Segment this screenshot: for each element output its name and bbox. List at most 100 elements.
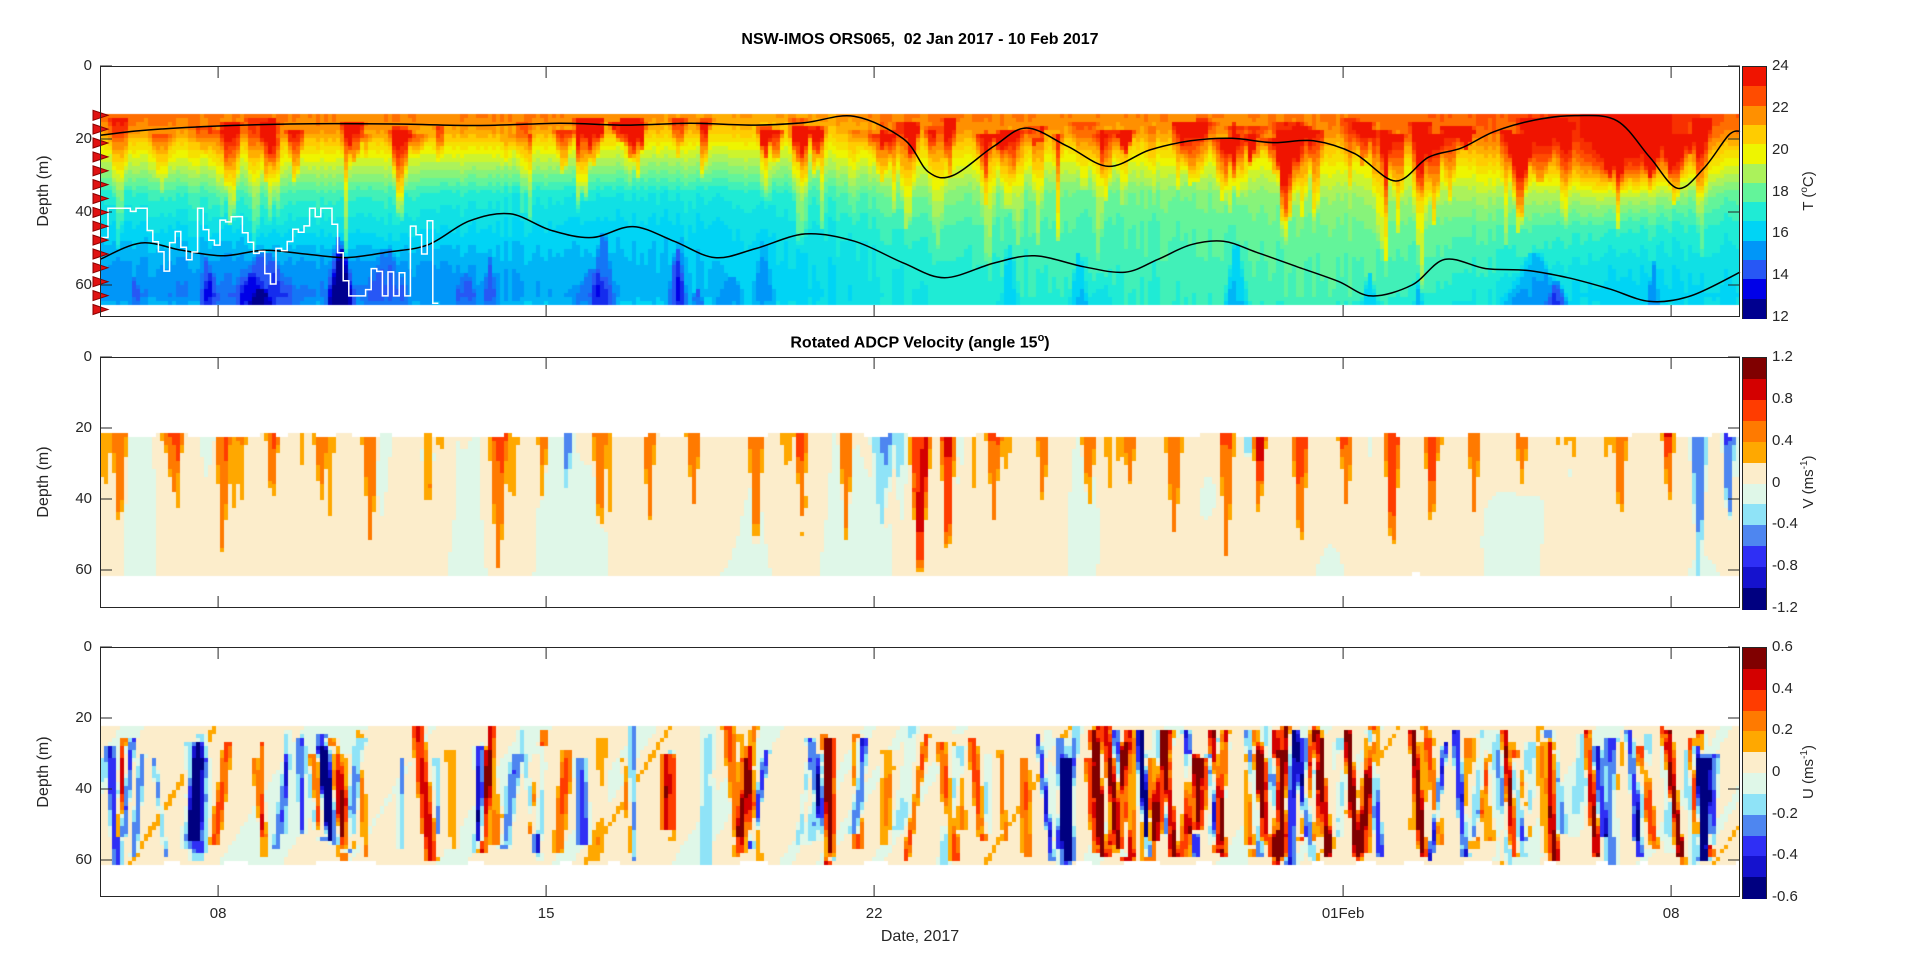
colorbar-segment <box>1743 202 1766 223</box>
colorbar-segment <box>1743 483 1766 506</box>
colorbar-segment <box>1743 648 1766 670</box>
u-velocity-heatmap <box>100 647 1740 897</box>
colorbar-tick-label: 0.6 <box>1772 638 1793 655</box>
sensor-depth-marker <box>92 289 110 302</box>
sensor-depth-marker <box>92 151 110 163</box>
colorbar-segment <box>1743 163 1766 184</box>
y-tick-label: 40 <box>75 780 92 797</box>
temperature-heatmap <box>100 66 1740 317</box>
colorbar-segment <box>1743 260 1766 280</box>
colorbar-tick-label: 12 <box>1772 308 1789 325</box>
sensor-depth-marker <box>92 206 110 219</box>
x-tick-label: 01Feb <box>1321 905 1365 922</box>
colorbar-segment <box>1743 689 1766 712</box>
plot2-title: Rotated ADCP Velocity (angle 15o) <box>100 332 1740 352</box>
sensor-depth-marker <box>92 262 110 274</box>
plot2-title-text: Rotated ADCP Velocity (angle 15 <box>790 334 1038 352</box>
plot1-title: NSW-IMOS ORS065, 02 Jan 2017 - 10 Feb 20… <box>741 31 1099 48</box>
u-velocity-panel <box>100 646 1740 897</box>
colorbar-tick-label: 18 <box>1772 182 1789 200</box>
colorbar-tick-label: 0.2 <box>1772 721 1793 739</box>
colorbar-segment <box>1743 793 1766 816</box>
colorbar-tick-label: 22 <box>1772 98 1789 116</box>
y-tick-label: 20 <box>75 709 92 726</box>
sensor-depth-marker <box>92 192 110 205</box>
colorbar-tick-label: -1.2 <box>1772 599 1798 616</box>
temperature-overlay <box>92 65 1741 317</box>
v-velocity-panel <box>100 356 1740 608</box>
colorbar-segment <box>1743 399 1766 422</box>
temperature-panel <box>92 65 1741 317</box>
colorbar-tick-label: -0.4 <box>1772 515 1798 533</box>
sensor-depth-marker <box>92 178 110 191</box>
y-tick-label: 20 <box>75 419 92 436</box>
colorbar-segment <box>1743 567 1766 589</box>
colorbar-tick-label: 16 <box>1772 224 1789 242</box>
colorbar-tick-label: 24 <box>1772 57 1789 74</box>
colorbar-segment <box>1743 877 1766 899</box>
y-tick-label: 0 <box>83 638 92 655</box>
colorbar-tick-label: 0.4 <box>1772 431 1793 449</box>
colorbar-segment <box>1743 67 1766 87</box>
colorbar-segment <box>1743 773 1766 795</box>
colorbar-segment <box>1743 279 1766 300</box>
colorbar-segment <box>1743 835 1766 857</box>
y-tick-label: 60 <box>75 851 92 868</box>
x-tick-label: 15 <box>537 905 555 922</box>
colorbar-segment <box>1743 298 1766 319</box>
colorbar-segment <box>1743 752 1766 774</box>
sensor-depth-marker <box>92 234 110 246</box>
colorbar-segment <box>1743 441 1766 464</box>
colorbar-segment <box>1743 105 1766 126</box>
sensor-depth-marker <box>92 220 110 232</box>
y-tick-label: 60 <box>75 276 92 293</box>
colorbar-segment <box>1743 358 1766 380</box>
colorbar-segment <box>1743 86 1766 107</box>
x-tick-label: 08 <box>1662 905 1680 922</box>
temperature-colorbar <box>1742 66 1767 319</box>
colorbar-tick-label: -0.8 <box>1772 557 1798 575</box>
u-velocity-overlay <box>100 646 1740 897</box>
x-axis-label: Date, 2017 <box>880 928 960 945</box>
colorbar-segment <box>1743 182 1766 203</box>
colorbar-tick-label: -0.6 <box>1772 888 1798 905</box>
y-tick-label: 60 <box>75 561 92 578</box>
white-sensor-line <box>101 207 439 305</box>
colorbar-tick-label: 0.8 <box>1772 389 1793 407</box>
colorbar-segment <box>1743 240 1766 261</box>
sensor-depth-marker <box>92 303 110 316</box>
colorbar-segment <box>1743 731 1766 753</box>
colorbar-segment <box>1743 814 1766 837</box>
sensor-depth-marker <box>92 123 110 135</box>
colorbar-segment <box>1743 546 1766 568</box>
colorbar-tick-label: 0 <box>1772 473 1781 491</box>
colorbar-tick-label: 1.2 <box>1772 348 1793 365</box>
degree-superscript: o <box>1037 332 1045 344</box>
colorbar-segment <box>1743 668 1766 691</box>
u-velocity-colorbar <box>1742 647 1767 899</box>
colorbar-segment <box>1743 124 1766 145</box>
y-tick-label: 20 <box>75 130 92 147</box>
y-tick-label: 0 <box>83 57 92 74</box>
colorbar-tick-label: 20 <box>1772 140 1789 158</box>
colorbar-segment <box>1743 144 1766 165</box>
colorbar-segment <box>1743 856 1766 878</box>
colorbar-segment <box>1743 525 1766 547</box>
y-tick-label: 40 <box>75 203 92 220</box>
colorbar-segment <box>1743 420 1766 443</box>
colorbar-segment <box>1743 710 1766 732</box>
x-tick-label: 22 <box>865 905 883 922</box>
colorbar-segment <box>1743 588 1766 610</box>
colorbar-tick-label: 0.4 <box>1772 679 1793 697</box>
colorbar-segment <box>1743 462 1766 485</box>
colorbar-segment <box>1743 221 1766 242</box>
sensor-depth-marker <box>92 109 110 121</box>
v-velocity-colorbar <box>1742 357 1767 610</box>
colorbar-segment <box>1743 504 1766 526</box>
v-velocity-heatmap <box>100 357 1740 608</box>
y-tick-label: 40 <box>75 490 92 507</box>
colorbar-tick-label: 0 <box>1772 763 1781 780</box>
v-velocity-overlay <box>100 356 1740 608</box>
colorbar-tick-label: 14 <box>1772 266 1789 284</box>
